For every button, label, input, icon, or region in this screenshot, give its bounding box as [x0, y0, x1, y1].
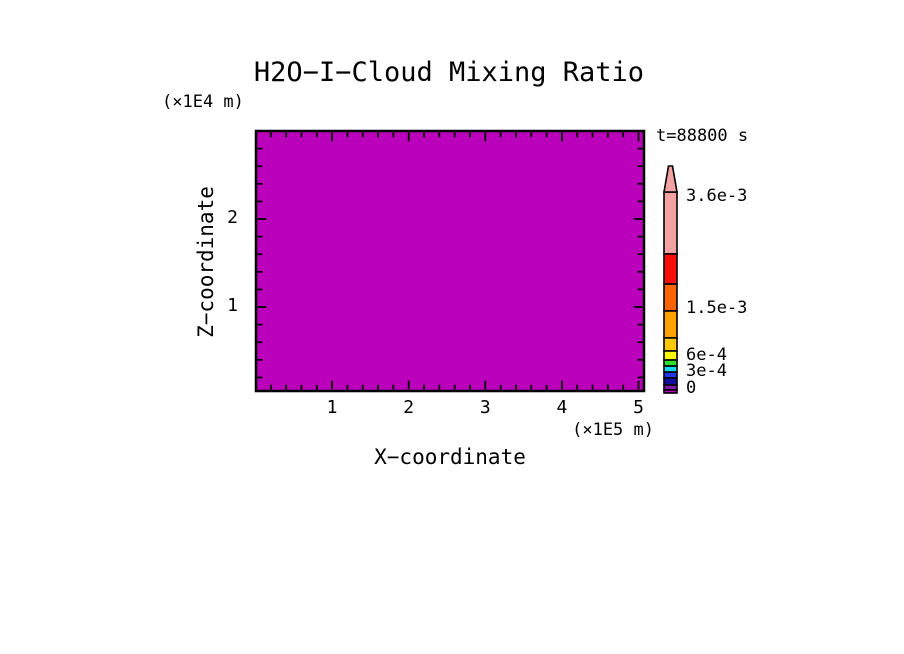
z-tick-label: 1: [227, 295, 238, 316]
x-tick-label: 5: [633, 397, 644, 418]
x-axis-unit: (×1E5 m): [572, 420, 654, 440]
x-axis-label: X−coordinate: [374, 445, 526, 469]
x-tick-label: 2: [403, 397, 415, 418]
colorbar-tick-label: 0: [686, 377, 697, 398]
z-tick-label: 2: [227, 207, 238, 228]
colorbar-segment: [663, 377, 678, 386]
colorbar-segment: [663, 253, 678, 285]
colorbar-segment: [663, 350, 678, 361]
colorbar-segment: [663, 191, 678, 255]
x-tick-label: 4: [556, 397, 568, 418]
colorbar-segment: [663, 365, 678, 373]
colorbar-tick-label: 3.6e-3: [686, 186, 748, 207]
colorbar-segment: [663, 283, 678, 312]
colorbar-segment: [663, 359, 678, 367]
time-annotation: t=88800 s: [656, 126, 749, 146]
colorbar-segment: [663, 337, 678, 352]
colorbar-tick-label: 1.5e-3: [686, 297, 748, 318]
plot-area: [254, 129, 646, 393]
colorbar-segment: [663, 371, 678, 379]
z-axis-unit: (×1E4 m): [162, 92, 244, 112]
colorbar-arrow-tip: [663, 165, 678, 193]
colorbar-segment: [663, 389, 678, 394]
colorbar-tick-label: 3e-4: [686, 361, 727, 382]
x-tick-label: 3: [479, 397, 491, 418]
plot-title: H2O−I−Cloud Mixing Ratio: [253, 57, 645, 88]
colorbar-segment: [663, 310, 678, 339]
x-tick-label: 1: [326, 397, 338, 418]
colorbar-tick-label: 6e-4: [686, 345, 727, 366]
